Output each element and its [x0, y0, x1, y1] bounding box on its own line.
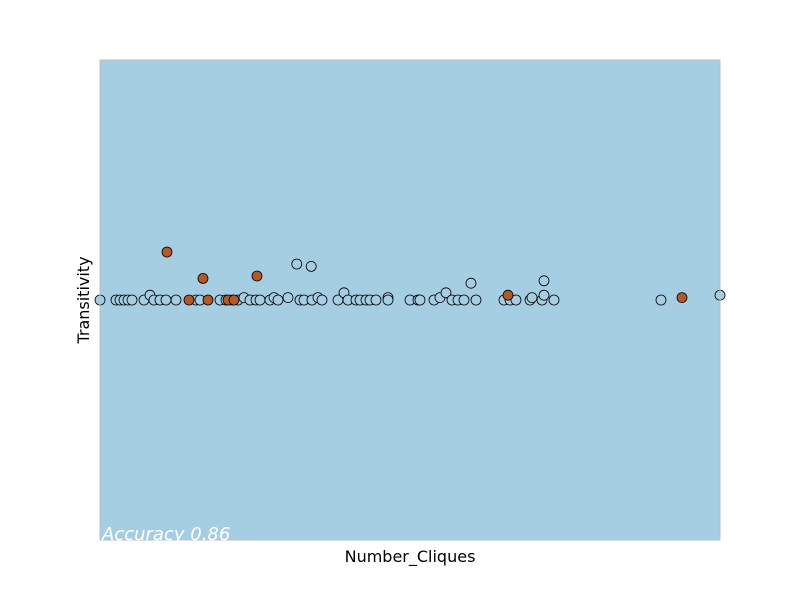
y-axis-label: Transitivity — [74, 256, 93, 344]
data-point-s0-10 — [160, 294, 172, 306]
data-point-s0-11 — [170, 294, 182, 306]
data-point-s0-32 — [316, 294, 328, 306]
data-point-s0-60 — [538, 289, 550, 301]
data-point-s1-8 — [676, 292, 688, 304]
data-point-s0-29 — [305, 260, 317, 272]
data-point-s0-42 — [382, 294, 394, 306]
data-point-s1-1 — [197, 272, 209, 284]
plot-frame — [99, 59, 721, 541]
data-point-s1-4 — [202, 294, 214, 306]
data-point-s0-40 — [370, 294, 382, 306]
data-point-s0-61 — [538, 275, 550, 287]
data-point-s1-0 — [161, 246, 173, 258]
data-point-s1-3 — [183, 294, 195, 306]
data-point-s0-21 — [254, 294, 266, 306]
data-point-s0-26 — [291, 258, 303, 270]
data-point-s0-52 — [465, 277, 477, 289]
data-point-s0-24 — [272, 294, 284, 306]
x-axis-label: Number_Cliques — [345, 547, 476, 567]
data-point-s0-58 — [526, 292, 538, 304]
data-point-s0-56 — [510, 294, 522, 306]
data-point-s0-62 — [548, 294, 560, 306]
data-point-s0-48 — [440, 287, 452, 299]
data-point-s1-7 — [502, 289, 514, 301]
accuracy-annotation: Accuracy 0.86 — [101, 524, 230, 545]
data-point-s0-63 — [655, 294, 667, 306]
data-point-s1-6 — [228, 294, 240, 306]
data-point-s0-51 — [458, 294, 470, 306]
data-point-s0-53 — [470, 294, 482, 306]
data-point-s0-45 — [414, 294, 426, 306]
data-point-s1-2 — [251, 270, 263, 282]
points-layer — [94, 246, 726, 306]
data-point-s0-25 — [282, 292, 294, 304]
data-point-s0-5 — [126, 294, 138, 306]
